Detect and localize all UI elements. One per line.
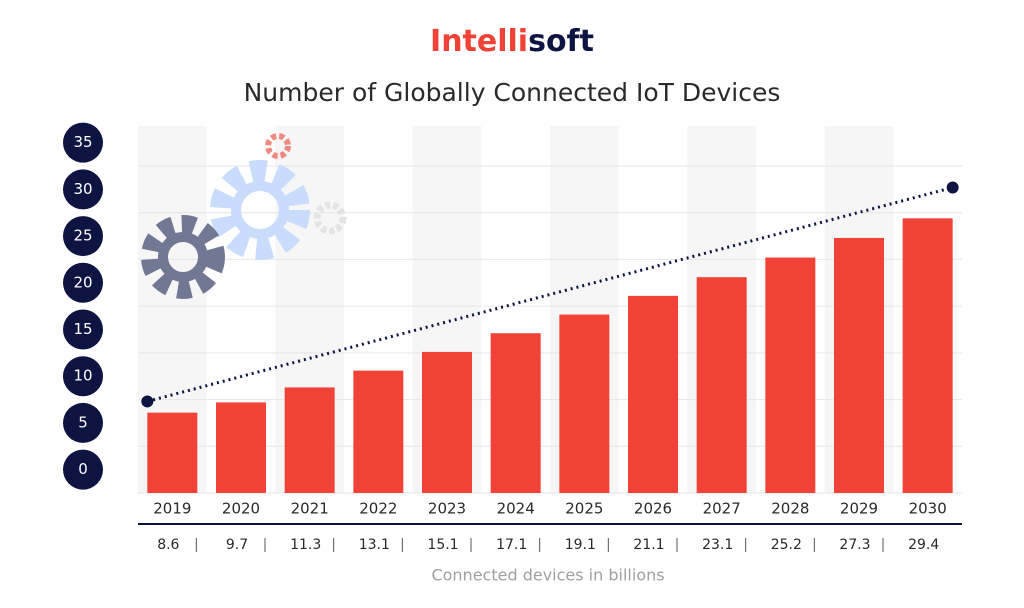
y-tick-label: 15 xyxy=(73,320,92,338)
y-tick-label: 35 xyxy=(73,133,92,151)
y-tick-badge xyxy=(63,309,103,350)
bar xyxy=(147,412,198,493)
y-tick-label: 5 xyxy=(78,413,88,431)
bar xyxy=(422,351,472,493)
bar xyxy=(834,237,884,493)
x-tick-label: 2025 xyxy=(565,500,603,518)
y-tick-label: 30 xyxy=(73,180,92,198)
trend-point xyxy=(946,181,959,194)
x-tick-label: 2024 xyxy=(497,500,535,518)
trend-line xyxy=(146,186,954,403)
gear xyxy=(231,181,289,239)
value-label: 13.1 xyxy=(359,537,390,553)
value-label: 23.1 xyxy=(702,537,733,553)
y-tick-badge xyxy=(63,216,103,257)
bar xyxy=(696,277,747,493)
brand-part: Intelli xyxy=(430,24,528,59)
chart-title: Number of Globally Connected IoT Devices xyxy=(244,78,781,107)
y-tick-badge xyxy=(63,262,103,303)
value-label: 9.7 xyxy=(226,537,248,553)
x-tick-label: 2026 xyxy=(634,500,672,518)
x-tick-label: 2022 xyxy=(359,500,397,518)
y-tick-badge xyxy=(63,449,103,490)
value-label: 27.3 xyxy=(839,537,870,553)
y-tick-label: 25 xyxy=(73,227,92,245)
y-tick-badge xyxy=(63,402,103,443)
x-tick-label: 2023 xyxy=(428,500,466,518)
gear xyxy=(313,201,347,235)
y-tick-badge xyxy=(63,122,103,163)
x-tick-label: 2020 xyxy=(222,500,260,518)
x-tick-label: 2030 xyxy=(909,500,947,518)
x-tick-label: 2029 xyxy=(840,500,878,518)
y-tick-label: 0 xyxy=(78,460,88,478)
brand: Intellisoft xyxy=(430,24,594,59)
bar xyxy=(216,402,266,493)
value-label: 15.1 xyxy=(427,537,458,553)
x-tick-label: 2027 xyxy=(703,500,741,518)
bar xyxy=(490,333,541,493)
x-tick-label: 2019 xyxy=(153,500,191,518)
y-tick-badge xyxy=(63,356,103,397)
value-label: 25.2 xyxy=(771,537,802,553)
gear xyxy=(265,133,291,159)
value-label: 17.1 xyxy=(496,537,527,553)
grid xyxy=(138,165,962,494)
x-tick-label: 2028 xyxy=(771,500,809,518)
value-label: 21.1 xyxy=(633,537,664,553)
gear xyxy=(141,215,225,299)
bar xyxy=(902,218,953,493)
y-tick-label: 20 xyxy=(73,273,92,291)
value-label: 29.4 xyxy=(908,537,939,553)
brand-part: soft xyxy=(528,24,594,59)
gear xyxy=(158,232,208,282)
bar xyxy=(559,314,610,493)
gear-decoration xyxy=(141,133,347,299)
x-tick-label: 2021 xyxy=(291,500,329,518)
y-tick-label: 10 xyxy=(73,367,92,385)
bar xyxy=(765,257,816,493)
bar xyxy=(628,295,678,493)
x-axis-title: Connected devices in billions xyxy=(431,566,664,585)
value-label: 11.3 xyxy=(290,537,321,553)
y-tick-badge xyxy=(63,169,103,210)
trend-point xyxy=(141,395,154,408)
bar xyxy=(353,370,404,493)
gear xyxy=(210,160,310,260)
value-label: 19.1 xyxy=(565,537,596,553)
bar xyxy=(284,387,335,493)
value-label: 8.6 xyxy=(157,537,179,553)
